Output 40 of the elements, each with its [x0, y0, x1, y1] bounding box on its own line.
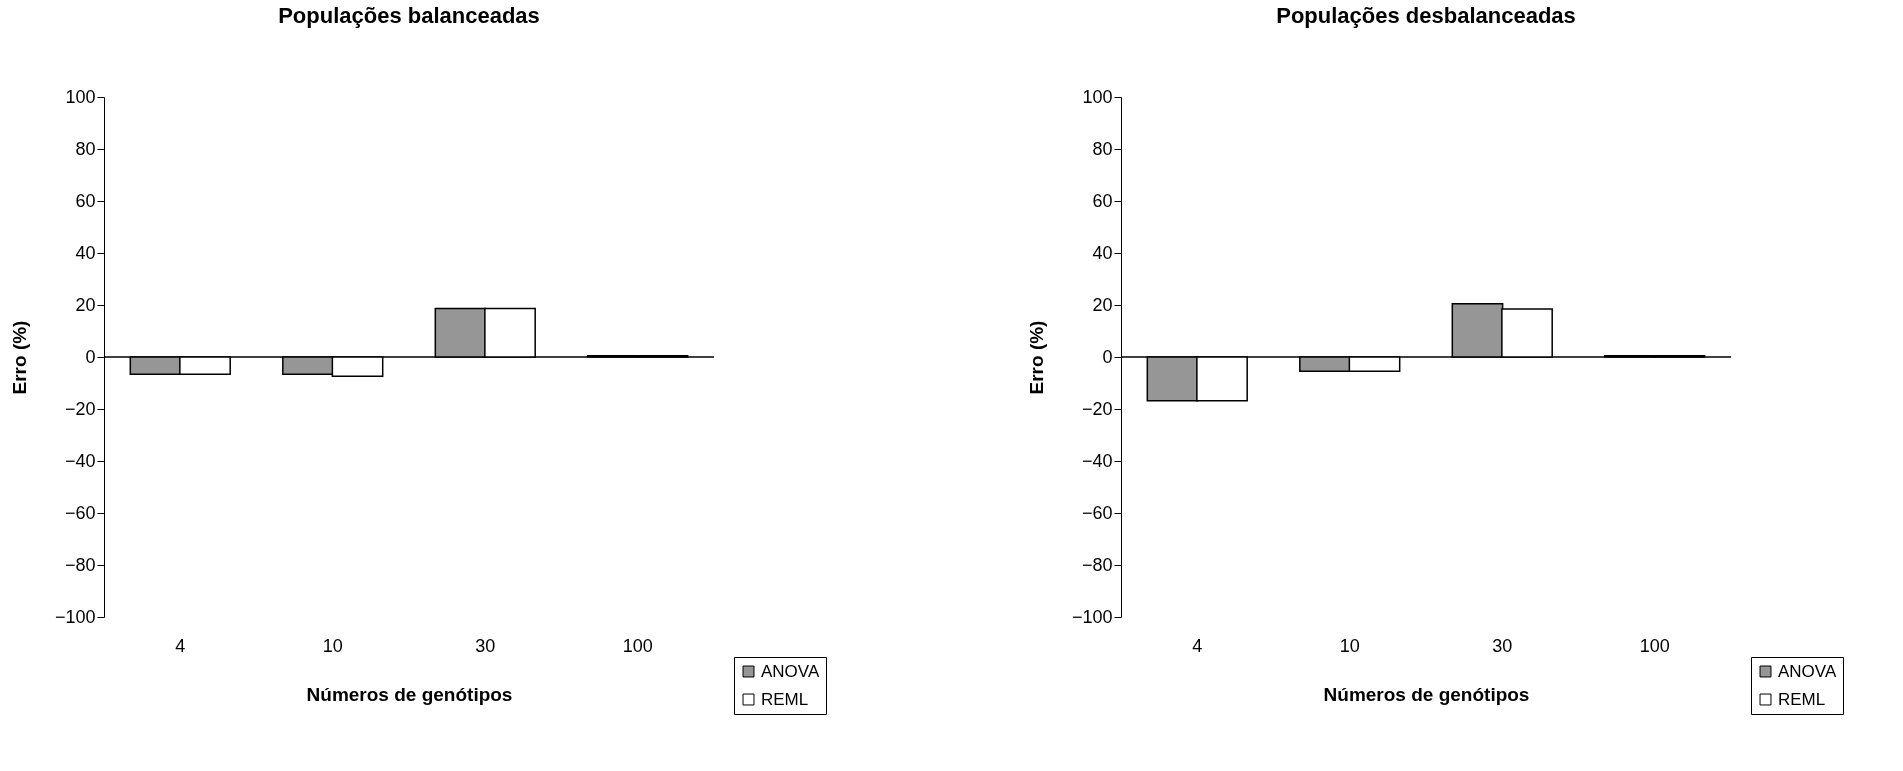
x-tick-label: 30: [475, 635, 496, 656]
y-tick-label: 40: [75, 242, 96, 263]
y-tick-label: −60: [1081, 502, 1113, 523]
y-tick-label: 0: [1102, 346, 1113, 367]
y-tick-label: 60: [75, 190, 96, 211]
y-tick-label: 20: [1092, 294, 1113, 315]
x-tick-label: 100: [622, 635, 653, 656]
y-tick-label: 100: [1082, 86, 1113, 107]
legend-label: ANOVA: [761, 661, 820, 681]
y-tick-label: −80: [1081, 554, 1113, 575]
y-tick-label: 0: [85, 346, 96, 367]
x-tick-label: 4: [175, 635, 186, 656]
y-axis-title: Erro (%): [8, 320, 30, 395]
y-tick-label: 20: [75, 294, 96, 315]
x-axis-title: Números de genótipos: [306, 683, 513, 705]
y-tick-label: −60: [64, 502, 96, 523]
legend-label: REML: [1778, 689, 1826, 709]
y-tick-label: −20: [1081, 398, 1113, 419]
x-tick-label: 10: [1339, 635, 1360, 656]
chart-title: Populações desbalanceadas: [1276, 3, 1576, 28]
y-tick-label: −40: [1081, 450, 1113, 471]
y-tick-label: −80: [64, 554, 96, 575]
x-axis-title: Números de genótipos: [1323, 683, 1530, 705]
y-tick-label: −40: [64, 450, 96, 471]
y-tick-label: −100: [1071, 606, 1113, 627]
y-tick-label: 60: [1092, 190, 1113, 211]
y-tick-label: 80: [75, 138, 96, 159]
legend-label: ANOVA: [1778, 661, 1837, 681]
y-tick-label: 100: [65, 86, 96, 107]
y-axis-title: Erro (%): [1025, 320, 1047, 395]
x-tick-label: 10: [322, 635, 343, 656]
chart-title: Populações balanceadas: [278, 3, 540, 28]
y-tick-label: −100: [54, 606, 96, 627]
x-tick-label: 100: [1639, 635, 1670, 656]
y-tick-label: 80: [1092, 138, 1113, 159]
x-tick-label: 30: [1492, 635, 1513, 656]
x-tick-label: 4: [1192, 635, 1203, 656]
y-tick-label: −20: [64, 398, 96, 419]
legend-label: REML: [761, 689, 809, 709]
y-tick-label: 40: [1092, 242, 1113, 263]
